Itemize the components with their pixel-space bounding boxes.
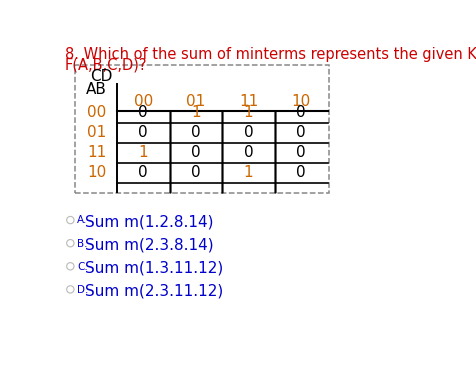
- Text: CD: CD: [90, 69, 113, 85]
- Text: 0: 0: [139, 165, 148, 180]
- Text: 10: 10: [87, 165, 106, 180]
- Text: 11: 11: [87, 145, 106, 160]
- Text: 0: 0: [191, 165, 201, 180]
- Circle shape: [67, 286, 73, 292]
- Text: A.: A.: [77, 216, 87, 226]
- Text: Sum m(1.2.8.14): Sum m(1.2.8.14): [86, 215, 214, 230]
- Text: 1: 1: [191, 105, 201, 120]
- Text: 0: 0: [191, 145, 201, 160]
- Circle shape: [66, 239, 75, 247]
- Text: 01: 01: [87, 125, 106, 140]
- Text: D.: D.: [77, 285, 89, 295]
- Text: AB: AB: [86, 82, 107, 97]
- Text: 0: 0: [297, 105, 306, 120]
- Circle shape: [66, 285, 75, 293]
- Text: F(A,B,C,D)?: F(A,B,C,D)?: [65, 58, 148, 73]
- Text: Sum m(2.3.8.14): Sum m(2.3.8.14): [86, 238, 214, 253]
- Circle shape: [67, 263, 73, 269]
- Text: 11: 11: [239, 94, 258, 109]
- Text: 1: 1: [244, 165, 253, 180]
- Bar: [75, 65, 329, 193]
- Text: 0: 0: [139, 125, 148, 140]
- Text: 1: 1: [139, 145, 148, 160]
- Text: 0: 0: [139, 105, 148, 120]
- Text: 0: 0: [297, 145, 306, 160]
- Text: 00: 00: [134, 94, 153, 109]
- Circle shape: [66, 262, 75, 270]
- Text: 0: 0: [297, 125, 306, 140]
- Circle shape: [66, 216, 75, 224]
- Text: C.: C.: [77, 262, 88, 272]
- Text: 0: 0: [297, 165, 306, 180]
- Text: B.: B.: [77, 239, 88, 249]
- Text: 10: 10: [292, 94, 311, 109]
- Text: 0: 0: [191, 125, 201, 140]
- Text: 0: 0: [244, 145, 253, 160]
- Circle shape: [67, 240, 73, 246]
- Text: 01: 01: [186, 94, 206, 109]
- Text: 00: 00: [87, 105, 106, 120]
- Circle shape: [67, 217, 73, 223]
- Text: 0: 0: [244, 125, 253, 140]
- Text: Sum m(2.3.11.12): Sum m(2.3.11.12): [86, 284, 224, 299]
- Text: 1: 1: [244, 105, 253, 120]
- Text: 8. Which of the sum of minterms represents the given K-map for: 8. Which of the sum of minterms represen…: [65, 47, 476, 62]
- Text: Sum m(1.3.11.12): Sum m(1.3.11.12): [86, 261, 224, 276]
